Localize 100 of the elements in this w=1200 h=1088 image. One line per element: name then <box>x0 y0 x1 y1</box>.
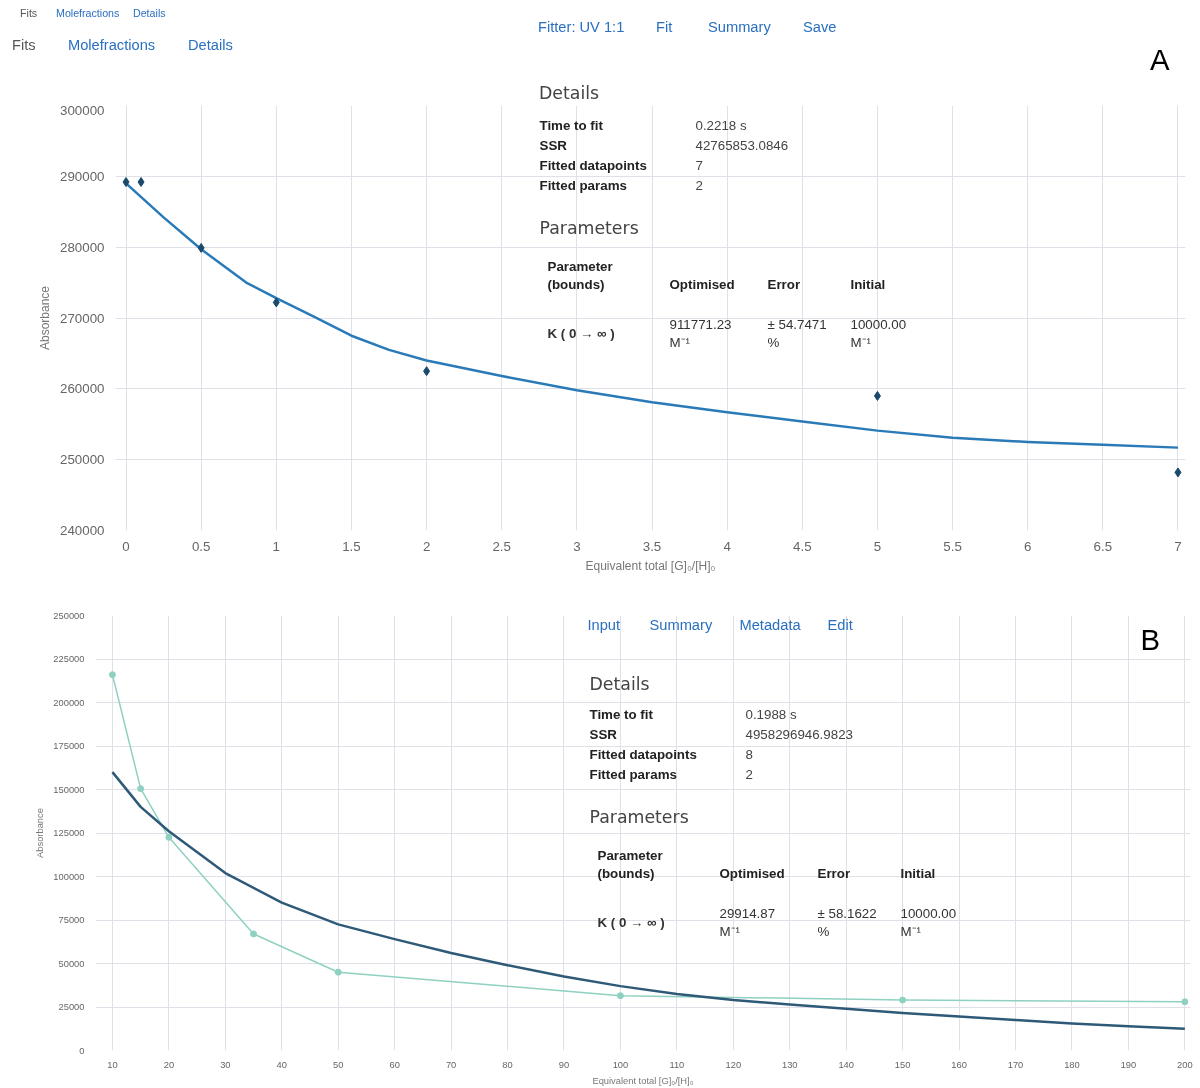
y-tick-label: 290000 <box>60 168 105 184</box>
text: Fits <box>12 36 36 53</box>
annotation: ± 58.1622 % <box>817 906 877 939</box>
y-tick-label: 200000 <box>53 697 85 708</box>
annotation: Optimised <box>719 866 785 881</box>
annotation: Details <box>589 673 650 694</box>
point <box>423 366 431 377</box>
x-tick-label: 90 <box>558 1059 570 1070</box>
annotation: Optimised <box>669 277 735 292</box>
x-tick-label: 3 <box>573 538 581 554</box>
x-tick-label: 4 <box>723 538 732 554</box>
y-tick-label: 240000 <box>60 523 105 538</box>
y-tick-label: 270000 <box>60 310 105 326</box>
annotation: Input <box>587 616 621 633</box>
y-tick-label: 250000 <box>53 610 85 621</box>
x-tick-label: 100 <box>612 1059 629 1070</box>
annotation: ± 54.7471 % <box>767 317 827 350</box>
x-tick-label: 180 <box>1064 1059 1080 1070</box>
annotation: 0.2218 s <box>695 118 747 133</box>
text: A <box>1150 43 1170 77</box>
x-tick-label: 5 <box>873 538 882 554</box>
annotation: 10000.00 M⁻¹ <box>900 906 957 939</box>
point <box>334 968 342 976</box>
annotation: Time to fit <box>589 707 654 722</box>
x-tick-label: 5.5 <box>943 538 962 554</box>
point <box>272 297 280 308</box>
y-tick-label: 75000 <box>58 915 85 925</box>
x-tick-label: 3.5 <box>642 538 662 554</box>
annotation: B <box>1140 623 1161 656</box>
x-tick-label: 120 <box>725 1059 742 1070</box>
annotation: Fitted params <box>539 178 627 193</box>
x-tick-label: 160 <box>951 1059 967 1070</box>
x-tick-label: 110 <box>669 1059 685 1070</box>
point <box>122 177 130 187</box>
point <box>873 390 881 401</box>
annotation: 7 <box>695 158 703 173</box>
annotation: Parameters <box>589 806 689 827</box>
x-tick-label: 1.5 <box>342 538 361 554</box>
x-axis-title: Equivalent total [G]₀/[H]₀ <box>592 1075 694 1086</box>
x-tick-label: 0 <box>122 538 130 554</box>
text: Molefractions <box>56 6 120 19</box>
annotation: Summary <box>649 616 713 633</box>
text: Details <box>188 36 233 53</box>
annotation: 2 <box>745 767 753 782</box>
x-tick-label: 40 <box>276 1059 287 1070</box>
x-axis-title: Equivalent total [G]₀/[H]₀ <box>585 558 716 573</box>
x-tick-label: 170 <box>1007 1059 1024 1070</box>
annotation: 0.1988 s <box>745 707 797 722</box>
x-tick-label: 7 <box>1174 538 1182 554</box>
x-tick-label: 2.5 <box>492 538 511 554</box>
annotation: Fitted datapoints <box>589 747 697 762</box>
annotation: 8 <box>745 747 753 762</box>
point <box>108 671 116 679</box>
point <box>1181 998 1189 1006</box>
line-series <box>111 770 1187 1030</box>
text: Molefractions <box>68 36 156 53</box>
x-tick-label: 140 <box>838 1059 854 1070</box>
y-tick-label: 300000 <box>60 102 105 118</box>
point <box>137 177 145 187</box>
y-tick-label: 25000 <box>58 1002 85 1012</box>
y-tick-label: 175000 <box>53 741 85 751</box>
y-tick-label: 50000 <box>58 958 85 969</box>
text: Summary <box>708 18 771 35</box>
annotation: Fitted datapoints <box>539 158 647 173</box>
y-tick-label: 0 <box>79 1045 85 1056</box>
text: Save <box>803 18 837 35</box>
annotation: K ( 0 → ∞ ) <box>597 915 665 930</box>
annotation: Parameters <box>539 217 639 238</box>
text: Fits <box>20 6 38 19</box>
annotation: 29914.87 M⁻¹ <box>719 906 776 939</box>
x-tick-label: 20 <box>163 1059 175 1070</box>
annotation: Initial <box>850 277 886 292</box>
annotation: Error <box>817 866 851 881</box>
annotation: SSR <box>589 727 618 742</box>
point <box>137 785 145 793</box>
x-tick-label: 50 <box>333 1059 344 1070</box>
y-tick-label: 150000 <box>53 784 85 795</box>
annotation: Metadata <box>739 616 802 633</box>
x-tick-label: 10 <box>107 1059 118 1070</box>
annotation: Time to fit <box>539 118 604 133</box>
x-tick-label: 6.5 <box>1093 538 1113 554</box>
annotation: K ( 0 → ∞ ) <box>547 326 615 341</box>
text: Fitter: UV 1:1 <box>538 18 625 35</box>
y-tick-label: 225000 <box>53 654 85 664</box>
y-tick-label: 125000 <box>53 828 85 838</box>
annotation: 10000.00 M⁻¹ <box>850 317 907 350</box>
y-tick-label: 100000 <box>53 871 85 882</box>
x-tick-label: 80 <box>502 1059 513 1070</box>
annotation: Edit <box>827 616 853 633</box>
y-tick-label: 280000 <box>60 239 105 255</box>
annotation: 911771.23 M⁻¹ <box>669 317 732 350</box>
text: Details <box>133 6 166 19</box>
point <box>899 996 907 1004</box>
x-tick-label: 0.5 <box>191 538 211 554</box>
annotation: 2 <box>695 178 703 193</box>
annotation: Parameter (bounds) <box>547 259 613 292</box>
x-tick-label: 150 <box>894 1059 911 1070</box>
y-tick-label: 250000 <box>60 452 105 468</box>
x-tick-label: 6 <box>1024 538 1032 554</box>
annotation: 4958296946.9823 <box>745 727 853 742</box>
